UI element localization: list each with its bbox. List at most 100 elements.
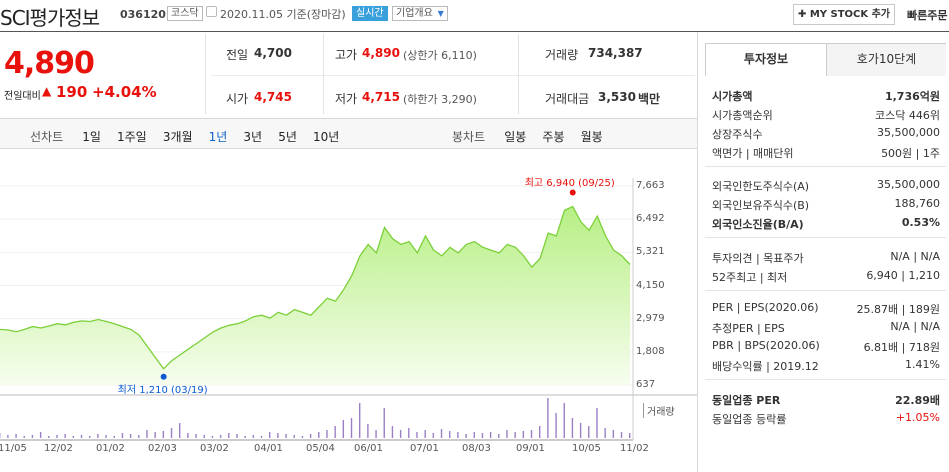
sidebar-row-label: 추정PER | EPS bbox=[712, 322, 785, 335]
x-tick-label: 11/05 bbox=[0, 443, 27, 454]
company-overview-label: 기업개요 bbox=[396, 8, 433, 19]
sidebar-row: 외국인한도주식수(A) 35,500,000 bbox=[712, 178, 940, 194]
sidebar-row-label: PBR | BPS(2020.06) bbox=[712, 339, 820, 352]
period-3y[interactable]: 3년 bbox=[243, 130, 263, 144]
x-tick-label: 12/02 bbox=[44, 443, 73, 454]
stock-title: SCI평가정보 bbox=[0, 6, 100, 30]
high-point-marker bbox=[569, 189, 576, 196]
period-3m[interactable]: 3개월 bbox=[162, 130, 193, 144]
volume-bar bbox=[89, 436, 91, 438]
header-divider bbox=[0, 31, 949, 32]
my-stock-add-label: MY STOCK 추가 bbox=[809, 9, 891, 20]
volume-bar bbox=[170, 428, 173, 438]
sidebar-row: 시가총액순위 코스닥 446위 bbox=[712, 107, 940, 123]
volume-bar bbox=[187, 433, 189, 438]
candle-day[interactable]: 일봉 bbox=[504, 130, 527, 144]
volume-bar bbox=[260, 436, 263, 438]
volume-bar bbox=[465, 434, 467, 438]
sidebar-row: 배당수익률 | 2019.12 1.41% bbox=[712, 358, 940, 374]
period-1w[interactable]: 1주일 bbox=[117, 130, 147, 144]
volume-bar bbox=[424, 430, 426, 438]
x-tick-label: 07/01 bbox=[410, 443, 439, 454]
sidebar-row-value: 35,500,000 bbox=[877, 126, 940, 139]
volume-bar bbox=[506, 430, 508, 438]
sidebar-row-value: 1.41% bbox=[905, 358, 940, 371]
volume-bar bbox=[498, 434, 500, 438]
volume-value: 734,387 bbox=[588, 46, 643, 60]
quick-order-link[interactable]: 빠른주문 bbox=[907, 9, 948, 22]
volume-bar bbox=[440, 429, 443, 438]
sidebar-row: PER | EPS(2020.06) 25.87배 | 189원 bbox=[712, 301, 940, 316]
amount-value: 3,530 bbox=[598, 90, 636, 104]
sidebar-row-value: 35,500,000 bbox=[877, 178, 940, 191]
volume-bar bbox=[547, 398, 549, 438]
period-10y[interactable]: 10년 bbox=[312, 130, 340, 144]
sidebar-row: 액면가 | 매매단위 500원 | 1주 bbox=[712, 145, 940, 161]
my-stock-add-button[interactable]: ✚ MY STOCK 추가 bbox=[793, 4, 895, 25]
volume-bar bbox=[318, 432, 320, 438]
x-tick-label: 08/03 bbox=[462, 443, 491, 454]
tab-hoga[interactable]: 호가10단계 bbox=[827, 44, 946, 76]
volume-bar bbox=[579, 423, 582, 438]
y-tick-label: 5,321 bbox=[636, 246, 665, 258]
volume-bar bbox=[604, 428, 606, 438]
volume-bar bbox=[334, 426, 336, 438]
sidebar-row-label: 외국인한도주식수(A) bbox=[712, 180, 810, 193]
volume-bar bbox=[326, 430, 328, 438]
open-value: 4,745 bbox=[254, 90, 292, 104]
period-1y[interactable]: 1년 bbox=[208, 130, 228, 144]
high-label: 고가 bbox=[335, 48, 358, 62]
realtime-badge[interactable]: 실시간 bbox=[352, 6, 388, 21]
volume-bar bbox=[489, 432, 492, 438]
x-tick-label: 11/02 bbox=[620, 443, 649, 454]
line-chart-tabs: 선차트 1일 1주일 3개월 1년 3년 5년 10년 bbox=[30, 126, 350, 145]
upper-limit: (상한가 6,110) bbox=[403, 49, 477, 62]
sidebar-row-value: 1,736억원 bbox=[884, 90, 940, 103]
candle-week[interactable]: 주봉 bbox=[542, 130, 565, 144]
volume-bar bbox=[121, 433, 124, 438]
volume-bar bbox=[195, 434, 197, 438]
y-tick-label: 1,808 bbox=[636, 345, 665, 357]
sidebar-row-value: N/A | N/A bbox=[890, 320, 940, 333]
chevron-down-icon: ▼ bbox=[437, 9, 444, 18]
amount-label: 거래대금 bbox=[545, 92, 590, 106]
sidebar-row-value: N/A | N/A bbox=[890, 250, 940, 263]
volume-bar bbox=[48, 436, 50, 438]
date-text: 2020.11.05 기준(장마감) bbox=[220, 8, 346, 21]
stats-col-divider-2 bbox=[518, 34, 519, 114]
period-1d[interactable]: 1일 bbox=[82, 130, 101, 144]
volume-bar bbox=[555, 413, 557, 438]
volume-bar bbox=[416, 432, 418, 438]
volume-bar bbox=[522, 431, 525, 438]
volume-bar bbox=[72, 436, 75, 438]
tab-invest-info[interactable]: 투자정보 bbox=[706, 44, 827, 76]
volume-bar bbox=[620, 432, 623, 438]
sidebar-row-label: 투자의견 | 목표주가 bbox=[712, 252, 804, 265]
volume-bar bbox=[64, 434, 66, 438]
current-price: 4,890 bbox=[4, 46, 95, 81]
volume-bar bbox=[162, 431, 165, 438]
volume-bar bbox=[432, 433, 435, 438]
volume-bar bbox=[571, 418, 574, 438]
up-arrow-icon: ▲ bbox=[42, 84, 52, 98]
sidebar-row-label: 상장주식수 bbox=[712, 128, 763, 141]
sidebar-row: 동일업종 등락률 +1.05% bbox=[712, 411, 940, 427]
sidebar-row-label: 동일업종 PER bbox=[712, 394, 781, 407]
volume-bar bbox=[293, 435, 295, 438]
volume-bar bbox=[481, 433, 484, 438]
x-tick-label: 03/02 bbox=[200, 443, 229, 454]
candle-month[interactable]: 월봉 bbox=[580, 130, 603, 144]
sidebar-row-value: 6,940 | 1,210 bbox=[866, 269, 940, 282]
x-tick-label: 04/01 bbox=[254, 443, 283, 454]
chart-tab-bar bbox=[0, 118, 697, 149]
sidebar-row-label: 시가총액순위 bbox=[712, 109, 773, 122]
volume-label-axis: 거래량 bbox=[643, 403, 675, 418]
volume-bar bbox=[539, 426, 541, 438]
sidebar-row-label: 외국인보유주식수(B) bbox=[712, 199, 810, 212]
volume-bar bbox=[97, 434, 99, 438]
volume-bar bbox=[629, 433, 631, 438]
company-overview-button[interactable]: 기업개요 ▼ bbox=[392, 6, 448, 21]
volume-bar bbox=[563, 403, 565, 438]
period-5y[interactable]: 5년 bbox=[278, 130, 297, 144]
sidebar-row: PBR | BPS(2020.06) 6.81배 | 718원 bbox=[712, 339, 940, 354]
